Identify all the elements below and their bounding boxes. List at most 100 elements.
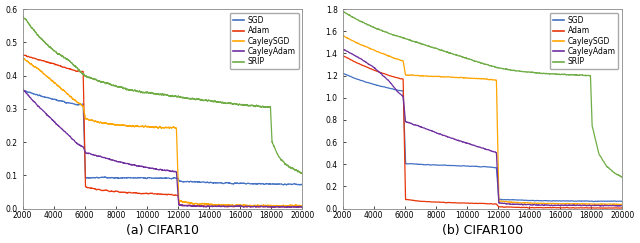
Adam (547, 206, 555, 209)
SRIP (547, 72, 555, 75)
CayleyAdam (298, 205, 306, 208)
CayleySGD (506, 201, 514, 204)
CayleySGD (298, 205, 305, 208)
CayleyAdam (186, 205, 194, 208)
CayleySGD (298, 204, 306, 207)
Adam (339, 54, 346, 57)
SRIP (339, 10, 346, 13)
CayleyAdam (521, 203, 529, 206)
CayleySGD (618, 203, 626, 206)
CayleyAdam (339, 47, 346, 50)
Adam (186, 204, 194, 207)
Adam (390, 75, 397, 78)
SGD (339, 72, 346, 75)
Adam (249, 205, 257, 208)
SGD (445, 164, 453, 167)
SRIP (201, 99, 209, 102)
SRIP (390, 33, 397, 36)
Legend: SGD, Adam, CayleySGD, CayleyAdam, SRIP: SGD, Adam, CayleySGD, CayleyAdam, SRIP (230, 13, 298, 69)
Adam (602, 207, 610, 210)
CayleySGD (19, 57, 26, 60)
SRIP (70, 63, 77, 66)
SGD (569, 200, 577, 202)
Adam (125, 191, 133, 194)
CayleyAdam (125, 163, 133, 165)
SGD (125, 176, 133, 179)
SGD (201, 181, 209, 184)
SGD (618, 200, 626, 203)
SGD (589, 200, 597, 203)
CayleySGD (70, 98, 77, 101)
CayleySGD (390, 56, 397, 59)
SGD (19, 89, 27, 92)
CayleySGD (547, 202, 555, 205)
CayleyAdam (19, 87, 26, 90)
Line: SRIP: SRIP (342, 11, 622, 177)
CayleySGD (186, 201, 194, 204)
Line: CayleySGD: CayleySGD (342, 36, 622, 205)
Legend: SGD, Adam, CayleySGD, CayleyAdam, SRIP: SGD, Adam, CayleySGD, CayleyAdam, SRIP (550, 13, 618, 69)
SGD (506, 198, 514, 201)
SRIP (249, 104, 257, 107)
CayleyAdam (569, 204, 577, 207)
CayleyAdam (547, 204, 555, 207)
Line: CayleyAdam: CayleyAdam (342, 49, 622, 206)
Line: SGD: SGD (22, 90, 302, 185)
Adam (569, 206, 577, 209)
X-axis label: (b) CIFAR100: (b) CIFAR100 (442, 225, 523, 237)
CayleySGD (249, 204, 257, 207)
SRIP (506, 69, 514, 71)
SRIP (618, 176, 626, 179)
CayleySGD (227, 204, 235, 207)
Line: SRIP: SRIP (22, 16, 302, 174)
X-axis label: (a) CIFAR10: (a) CIFAR10 (126, 225, 199, 237)
CayleySGD (445, 76, 453, 78)
Adam (506, 206, 514, 208)
CayleyAdam (339, 47, 346, 50)
SRIP (298, 172, 306, 175)
SGD (186, 180, 194, 183)
Line: SGD: SGD (342, 73, 622, 202)
SGD (70, 102, 77, 105)
CayleyAdam (281, 206, 289, 209)
Line: Adam: Adam (22, 55, 302, 207)
Line: Adam: Adam (342, 55, 622, 208)
CayleySGD (569, 202, 577, 205)
SRIP (227, 102, 235, 105)
CayleyAdam (249, 205, 257, 208)
Adam (70, 69, 77, 72)
Adam (618, 207, 626, 209)
CayleyAdam (70, 138, 77, 141)
SGD (298, 183, 306, 186)
CayleySGD (617, 203, 625, 206)
Adam (295, 206, 303, 209)
SGD (19, 89, 26, 92)
CayleyAdam (613, 205, 621, 208)
SRIP (125, 88, 133, 91)
Adam (521, 206, 529, 209)
SGD (249, 182, 257, 185)
SGD (296, 183, 304, 186)
SGD (521, 199, 529, 202)
SRIP (19, 14, 26, 17)
Adam (445, 201, 453, 204)
CayleyAdam (201, 205, 209, 208)
CayleySGD (201, 202, 209, 205)
SGD (547, 200, 555, 203)
SRIP (569, 73, 577, 76)
SGD (227, 182, 235, 185)
CayleySGD (339, 34, 346, 37)
CayleyAdam (618, 204, 626, 207)
SRIP (186, 97, 194, 100)
Adam (201, 205, 209, 208)
Adam (19, 53, 26, 56)
SRIP (521, 70, 529, 73)
CayleySGD (125, 124, 133, 127)
CayleySGD (521, 202, 529, 205)
SRIP (445, 52, 453, 54)
CayleyAdam (227, 205, 235, 208)
CayleyAdam (390, 85, 397, 88)
Adam (298, 205, 306, 208)
SRIP (339, 10, 346, 13)
Line: CayleyAdam: CayleyAdam (22, 89, 302, 207)
